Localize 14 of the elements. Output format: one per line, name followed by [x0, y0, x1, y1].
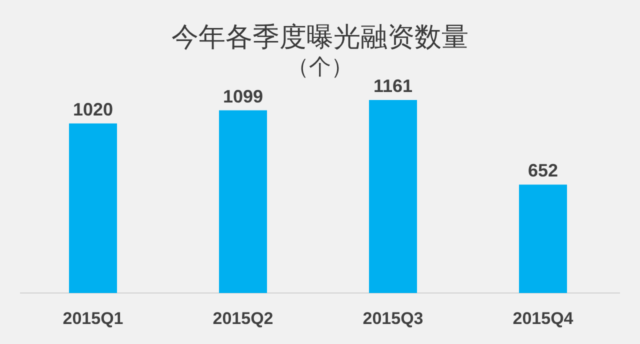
data-label: 1099 [222, 86, 264, 106]
bar [369, 100, 417, 293]
chart-subtitle: （个） [287, 55, 353, 80]
data-label: 1161 [373, 76, 413, 96]
chart-title: 今年各季度曝光融资数量 [172, 22, 468, 53]
data-label: 1020 [72, 99, 114, 120]
x-tick-label: 2015Q4 [512, 309, 574, 328]
data-label: 652 [528, 160, 558, 181]
x-tick-label: 2015Q2 [212, 309, 274, 328]
bar [519, 184, 567, 293]
bar [219, 110, 267, 293]
bar [69, 123, 117, 293]
x-tick-label: 2015Q3 [362, 309, 424, 328]
x-tick-label: 2015Q1 [62, 309, 124, 328]
